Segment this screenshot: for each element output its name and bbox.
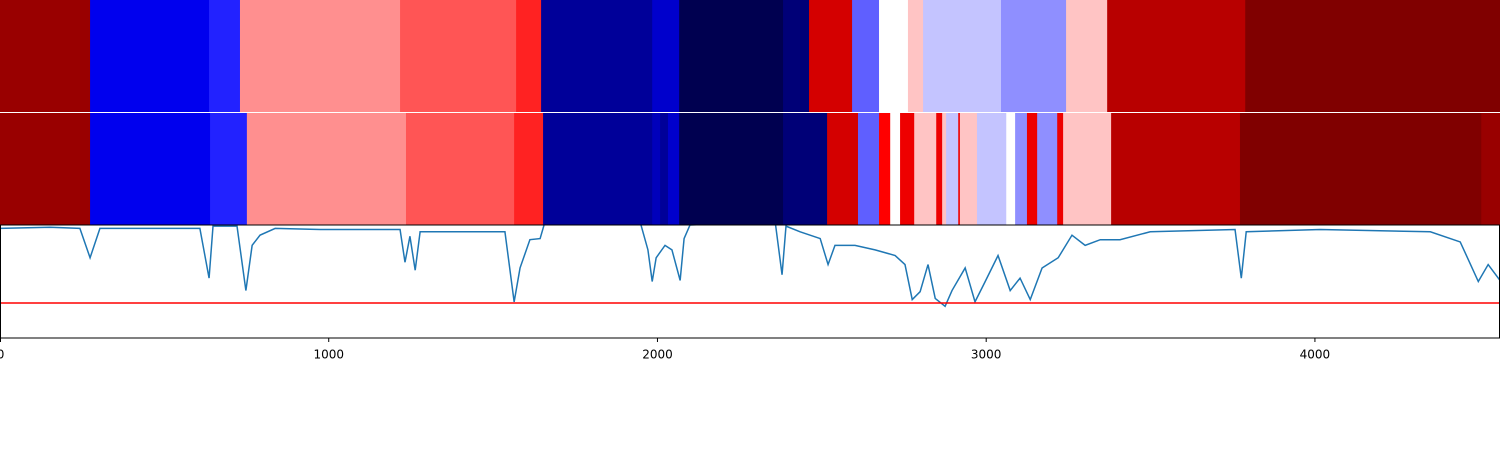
segment <box>900 113 915 225</box>
axes-frame <box>0 224 1500 339</box>
segment <box>1015 113 1028 225</box>
segment <box>239 0 401 112</box>
segment <box>1057 113 1064 225</box>
x-tick-label: 3000 <box>971 348 1002 362</box>
segment <box>679 113 784 225</box>
segment <box>210 113 248 225</box>
segment <box>246 113 407 225</box>
segment <box>907 0 924 112</box>
segment <box>783 113 828 225</box>
segment <box>0 113 91 225</box>
segment <box>1006 113 1016 225</box>
segment <box>652 113 661 225</box>
segment <box>0 0 91 112</box>
segment <box>958 113 961 225</box>
segment <box>1037 113 1058 225</box>
segment <box>1107 0 1246 112</box>
segment <box>783 0 810 112</box>
segment <box>1111 113 1241 225</box>
segment <box>516 0 542 112</box>
x-tick-label: 2000 <box>642 348 673 362</box>
segment <box>1239 113 1482 225</box>
segment <box>914 113 937 225</box>
segment <box>1000 0 1067 112</box>
segment <box>879 0 909 112</box>
segment <box>879 113 891 225</box>
x-tick-label: 0 <box>0 348 4 362</box>
segment <box>660 113 669 225</box>
segment <box>543 113 653 225</box>
segment <box>1481 113 1500 225</box>
segment <box>1063 113 1112 225</box>
x-tick-label: 4000 <box>1300 348 1331 362</box>
segment <box>209 0 241 112</box>
segment <box>90 113 211 225</box>
segment <box>890 113 901 225</box>
x-tick-label: 1000 <box>313 348 344 362</box>
segment <box>942 113 947 225</box>
segment <box>652 0 680 112</box>
segment <box>827 113 859 225</box>
segment <box>541 0 653 112</box>
segment <box>1245 0 1500 112</box>
segment <box>1066 0 1108 112</box>
segment <box>667 113 680 225</box>
segment <box>90 0 210 112</box>
segment <box>976 113 1007 225</box>
segment <box>959 113 978 225</box>
segment <box>936 113 943 225</box>
segment <box>857 113 880 225</box>
plot-area <box>0 225 1500 308</box>
segment <box>405 113 515 225</box>
segment <box>923 0 1002 112</box>
segment <box>400 0 517 112</box>
data-line <box>0 225 1500 308</box>
segment <box>514 113 544 225</box>
segment <box>809 0 853 112</box>
segment <box>946 113 959 225</box>
segment <box>679 0 784 112</box>
segment <box>852 0 880 112</box>
segment <box>1026 113 1038 225</box>
